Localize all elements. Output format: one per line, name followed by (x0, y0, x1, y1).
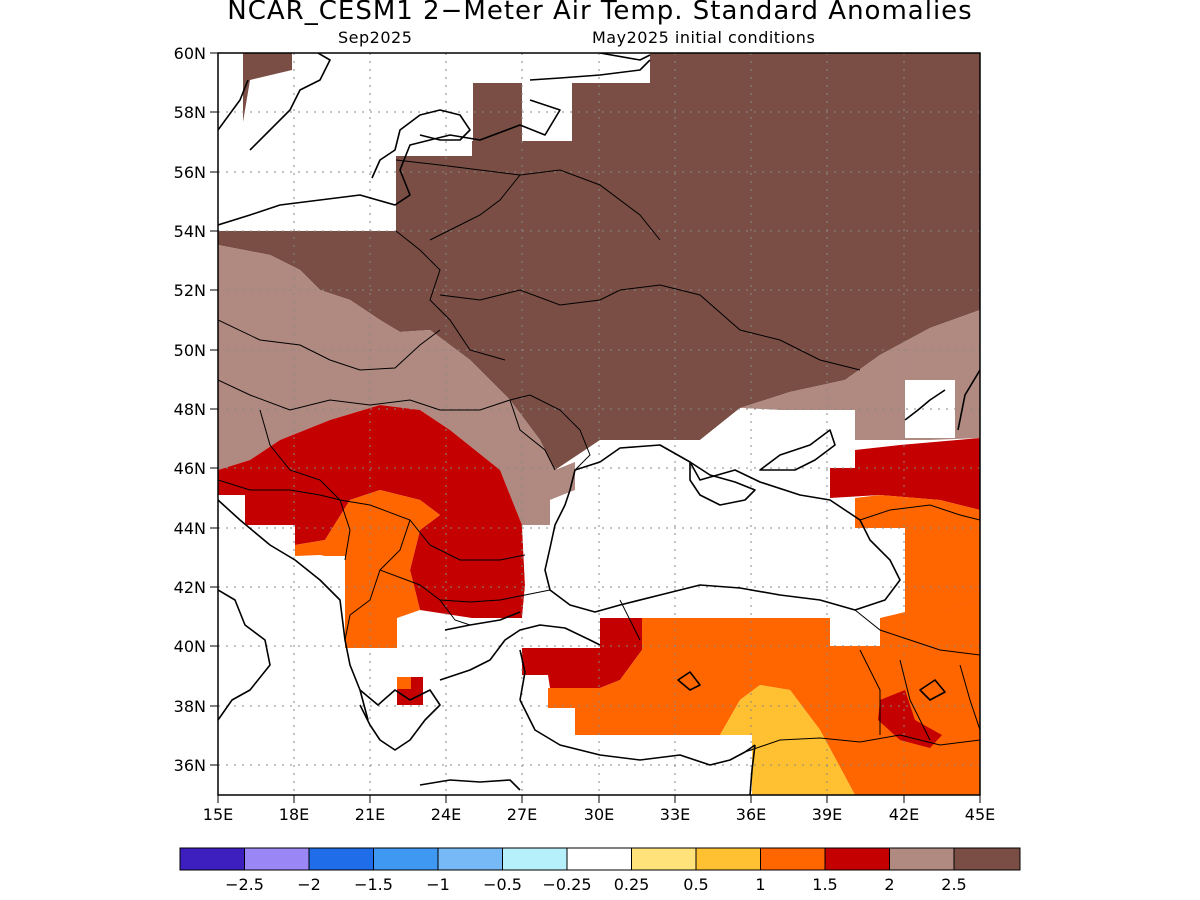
colorbar-label: −2.5 (225, 875, 264, 894)
lat-tick-label: 60N (174, 44, 206, 63)
lon-tick-label: 18E (279, 805, 309, 824)
lon-tick-label: 42E (889, 805, 919, 824)
colorbar-swatch (437, 847, 503, 871)
lon-tick-labels: 15E 18E 21E 24E 27E 30E 33E 36E 39E 42E … (203, 805, 995, 824)
lon-tick-label: 15E (203, 805, 233, 824)
anomaly-region-1.5-2 (218, 405, 525, 618)
colorbar-label: −1 (426, 875, 450, 894)
shaded-fields (218, 53, 980, 795)
lon-tick-label: 45E (965, 805, 995, 824)
lon-tick-label: 24E (431, 805, 461, 824)
lat-tick-label: 56N (174, 163, 206, 182)
colorbar-label: 0.5 (683, 875, 708, 894)
lat-tick-label: 36N (174, 756, 206, 775)
country-borders (218, 159, 980, 753)
lon-tick-label: 33E (660, 805, 690, 824)
anomaly-region-1.5-2-caucasus (830, 438, 980, 510)
colorbar-swatch (824, 847, 890, 871)
anomaly-region-2-2.5 (218, 245, 575, 525)
valid-period-label: Sep2025 (338, 28, 413, 47)
colorbar-label: −0.5 (483, 875, 522, 894)
colorbar-label: −1.5 (354, 875, 393, 894)
anomaly-region-1-1.5-balkans (295, 490, 440, 648)
colorbar-swatch (631, 847, 697, 871)
lat-tick-label: 44N (174, 519, 206, 538)
lat-tick-label: 46N (174, 459, 206, 478)
colorbar-label: 1.5 (812, 875, 837, 894)
lat-tick-label: 54N (174, 222, 206, 241)
colorbar-swatch (308, 847, 374, 871)
anomaly-region-1.5-2-turkey-north (522, 618, 642, 688)
tick-marks (210, 52, 981, 803)
colorbar-swatch (760, 847, 826, 871)
colorbar-swatch (566, 847, 632, 871)
anomaly-region-1-1.5-anatolia (548, 600, 980, 795)
colorbar-label: 2.5 (941, 875, 966, 894)
lon-tick-label: 30E (584, 805, 614, 824)
anomaly-region-1-1.5-caucasus (855, 495, 980, 612)
colorbar-label: 2 (884, 875, 894, 894)
lat-tick-labels: 36N 38N 40N 42N 44N 46N 48N 50N 52N 54N … (174, 44, 206, 775)
lon-tick-label: 39E (812, 805, 842, 824)
colorbar-swatch (953, 847, 1021, 871)
map-title: NCAR_CESM1 2−Meter Air Temp. Standard An… (227, 0, 973, 26)
lat-tick-label: 52N (174, 281, 206, 300)
lon-tick-label: 21E (355, 805, 385, 824)
colorbar-label: −0.25 (542, 875, 591, 894)
lat-tick-label: 58N (174, 103, 206, 122)
lat-tick-label: 50N (174, 341, 206, 360)
colorbar-label: 0.25 (614, 875, 650, 894)
colorbar-swatch (695, 847, 761, 871)
colorbar-label: 1 (755, 875, 765, 894)
lat-tick-label: 38N (174, 697, 206, 716)
lat-tick-label: 48N (174, 400, 206, 419)
colorbar-legend: −2.5 −2 −1.5 −1 −0.5 −0.25 0.25 0.5 1 1.… (179, 847, 1021, 894)
lat-tick-label: 42N (174, 578, 206, 597)
colorbar-swatch (179, 847, 245, 871)
lon-tick-label: 27E (507, 805, 537, 824)
colorbar-swatch (889, 847, 955, 871)
lat-tick-label: 40N (174, 637, 206, 656)
initial-conditions-label: May2025 initial conditions (592, 28, 816, 47)
colorbar-swatch (502, 847, 568, 871)
lon-tick-label: 36E (736, 805, 766, 824)
colorbar-swatch (373, 847, 439, 871)
colorbar-label: −2 (297, 875, 321, 894)
colorbar-swatch (244, 847, 310, 871)
